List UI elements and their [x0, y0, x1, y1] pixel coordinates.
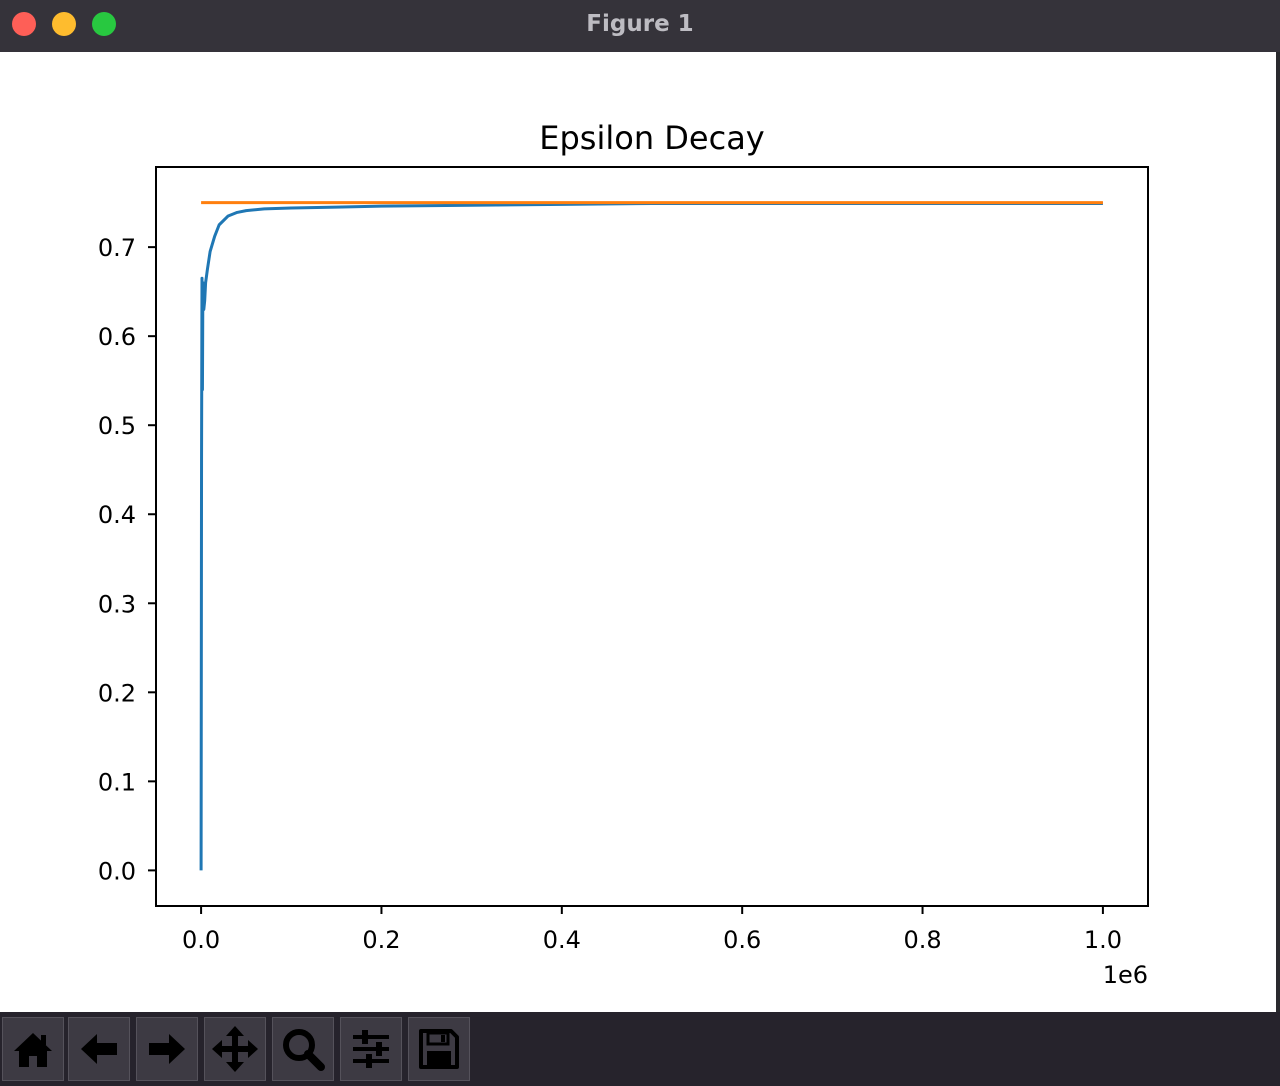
home-button[interactable]	[2, 1017, 64, 1081]
pan-move-icon	[212, 1026, 258, 1072]
title-bar: Figure 1	[0, 0, 1280, 53]
series-line-0	[199, 202, 1103, 871]
x-tick-label: 0.2	[362, 926, 400, 954]
y-tick-label: 0.7	[98, 234, 136, 262]
save-button[interactable]	[408, 1017, 470, 1081]
zoom-button[interactable]	[272, 1017, 334, 1081]
back-arrow-icon	[81, 1034, 117, 1064]
y-tick-label: 0.4	[98, 501, 136, 529]
forward-button[interactable]	[136, 1017, 198, 1081]
y-tick-label: 0.3	[98, 590, 136, 618]
configure-subplots-button[interactable]	[340, 1017, 402, 1081]
forward-arrow-icon	[149, 1034, 185, 1064]
back-button[interactable]	[68, 1017, 130, 1081]
window-title: Figure 1	[586, 11, 694, 37]
x-tick-label: 0.0	[182, 926, 220, 954]
x-offset-label: 1e6	[1103, 961, 1148, 989]
y-tick-label: 0.5	[98, 412, 136, 440]
axes-frame	[155, 166, 1149, 907]
y-tick-label: 0.1	[98, 768, 136, 796]
save-floppy-icon	[419, 1029, 459, 1069]
pan-button[interactable]	[204, 1017, 266, 1081]
home-icon	[14, 1033, 52, 1067]
chart-title: Epsilon Decay	[539, 119, 764, 157]
series-layer	[199, 201, 1103, 871]
navigation-toolbar	[0, 1012, 1280, 1086]
x-tick-label: 0.8	[903, 926, 941, 954]
x-tick-label: 0.6	[723, 926, 761, 954]
minimize-window-button[interactable]	[52, 12, 76, 36]
close-window-button[interactable]	[12, 12, 36, 36]
y-tick-label: 0.6	[98, 323, 136, 351]
maximize-window-button[interactable]	[92, 12, 116, 36]
x-tick-label: 1.0	[1084, 926, 1122, 954]
zoom-magnifier-icon	[283, 1029, 325, 1071]
y-tick-label: 0.2	[98, 679, 136, 707]
y-ticks: 0.0 0.1 0.2 0.3 0.4 0.5 0.6 0.7	[98, 234, 156, 885]
figure-canvas[interactable]: Epsilon Decay 0.0 0.1 0.2 0.3 0.4 0.5 0.6 0.7 0…	[0, 52, 1276, 1012]
configure-subplots-icon	[353, 1030, 389, 1068]
y-tick-label: 0.0	[98, 857, 136, 885]
chart-svg: Epsilon Decay 0.0 0.1 0.2 0.3 0.4 0.5 0.6 0.7 0…	[98, 119, 1149, 989]
x-tick-label: 0.4	[543, 926, 581, 954]
x-ticks: 0.0 0.2 0.4 0.6 0.8 1.0	[182, 906, 1122, 954]
window-edge	[1276, 52, 1280, 1012]
